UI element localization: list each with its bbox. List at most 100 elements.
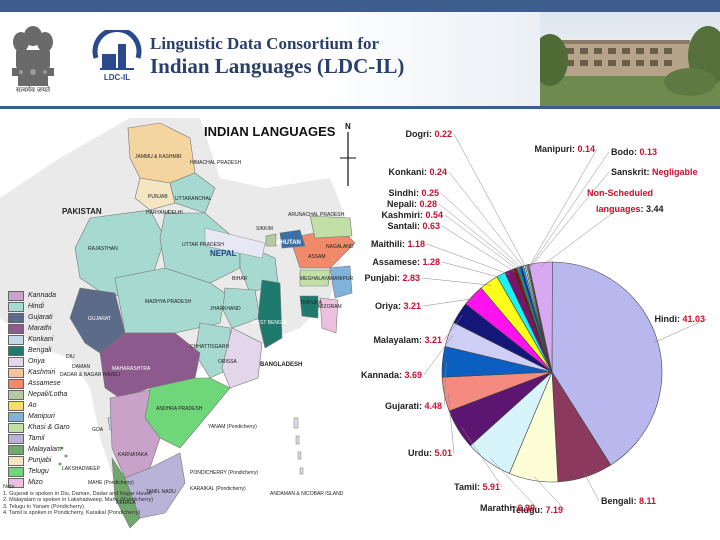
legend-swatch <box>8 367 24 378</box>
pie-label-nonscheduled-line1: Non-Scheduled <box>587 188 653 198</box>
legend-item: Punjabi <box>8 455 51 466</box>
map-title: INDIAN LANGUAGES <box>204 124 336 139</box>
pie-label-nonscheduled-line2: languages: 3.44 <box>596 204 664 214</box>
legend-label: Oriya <box>28 358 45 365</box>
label-tripura: TRIPURA <box>300 300 323 306</box>
note-line: Note <box>3 484 15 490</box>
legend-swatch <box>8 389 24 400</box>
label-daman: DAMAN <box>72 364 90 370</box>
label-diu: DIU <box>66 354 75 360</box>
legend-swatch <box>8 334 24 345</box>
leader-line <box>443 362 447 407</box>
label-manipur: MANIPUR <box>330 276 353 282</box>
top-bar <box>0 0 720 12</box>
legend-swatch <box>8 433 24 444</box>
label-jharkhand: JHARKHAND <box>210 306 241 312</box>
leader-line <box>438 203 523 271</box>
pie-label-gujarati: Gujarati: 4.48 <box>385 401 442 411</box>
leader-line <box>461 427 503 488</box>
leader-line <box>528 151 610 269</box>
leader-line <box>490 458 538 509</box>
leader-line <box>441 225 516 273</box>
pie-label-dogri: Dogri: 0.22 <box>405 129 452 139</box>
note-line: 2. Malayalam is spoken in Lakshadweep, M… <box>3 497 154 504</box>
label-nepal: NEPAL <box>210 249 237 258</box>
leader-line <box>422 298 476 307</box>
label-up: UTTAR PRADESH <box>182 242 224 248</box>
legend-label: Marathi <box>28 325 52 332</box>
legend-swatch <box>8 477 24 488</box>
legend-swatch <box>8 411 24 422</box>
label-pakistan: PAKISTAN <box>62 207 102 216</box>
national-emblem-icon <box>12 26 54 86</box>
leader-line <box>529 171 610 269</box>
leader-line <box>423 335 453 376</box>
label-ap: ANDHRA PRADESH <box>156 406 203 412</box>
legend-swatch <box>8 400 24 411</box>
label-mp: MADHYA PRADESH <box>145 299 192 305</box>
leader-line <box>448 171 526 270</box>
pie-label-manipuri: Manipuri: 0.14 <box>534 144 595 154</box>
legend-label: Gujarati <box>28 314 53 321</box>
label-kerala: KERALA <box>116 500 136 506</box>
pie-label-sanskrit: Sanskrit: Negligable <box>611 167 698 177</box>
pie-label-nepali: Nepali: 0.28 <box>387 199 437 209</box>
header-title-line2: Indian Languages (LDC-IL) <box>150 54 405 78</box>
leader-line <box>540 208 619 267</box>
legend-swatch <box>8 455 24 466</box>
label-dnh: DADAR & NAGAR HAVELI <box>60 372 120 378</box>
pie-label-hindi: Hindi: 41.03 <box>654 314 705 324</box>
label-punjab: PUNJAB <box>148 194 168 200</box>
legend-item: Manipuri <box>8 411 55 422</box>
legend-item: Malayalam <box>8 444 62 455</box>
pie-label-kashmiri: Kashmiri: 0.54 <box>381 210 443 220</box>
label-nagaland: NAGALAND <box>326 244 354 250</box>
legend-item: Konkani <box>8 334 53 345</box>
legend-item: Assamese <box>8 378 61 389</box>
legend-swatch <box>8 323 24 334</box>
legend-item: Marathi <box>8 323 51 334</box>
language-pie-chart: Hindi: 41.03 Bengali: 8.11 Telugu: 7.19Mar… <box>361 129 708 515</box>
label-hp: HIMACHAL PRADESH <box>190 160 242 166</box>
label-bihar: BIHAR <box>232 276 248 282</box>
label-meghalaya: MEGHALAYA <box>300 276 331 282</box>
label-assam: ASSAM <box>308 254 326 260</box>
label-mahe: MAHE (Pondicherry) <box>88 480 134 486</box>
pie-label-konkani: Konkani: 0.24 <box>388 167 447 177</box>
legend-swatch <box>8 345 24 356</box>
pie-label-urdu: Urdu: 5.01 <box>408 448 452 458</box>
header-title-line1: Linguistic Data Consortium for <box>150 34 380 53</box>
pie-label-santali: Santali: 0.63 <box>387 221 440 231</box>
legend-item: Kannada <box>8 290 56 301</box>
legend-label: Manipuri <box>28 413 55 420</box>
legend-item: Ao <box>8 400 37 411</box>
legend-swatch <box>8 356 24 367</box>
label-orissa: ORISSA <box>218 359 238 365</box>
legend-item: Tamil <box>8 433 44 444</box>
label-westbengal: WEST BENGAL <box>252 320 288 326</box>
label-arunachal: ARUNACHAL PRADESH <box>288 212 345 218</box>
label-tamilnadu: TAMIL NADU <box>146 489 176 495</box>
legend-item: Telugu <box>8 466 49 477</box>
legend-label: Konkani <box>28 336 54 343</box>
legend-swatch <box>8 422 24 433</box>
legend-swatch <box>8 378 24 389</box>
leader-line <box>533 476 566 511</box>
legend-label: Khasi & Garo <box>28 424 70 431</box>
leader-line <box>453 133 528 270</box>
label-maharashtra: MAHARASHTRA <box>112 366 151 372</box>
label-chhattisgarh: CHHATTISGARH <box>190 344 229 350</box>
label-andaman: ANDAMAN & NICOBAR ISLAND <box>270 491 344 497</box>
pie-label-oriya: Oriya: 3.21 <box>375 301 421 311</box>
legend-swatch <box>8 312 24 323</box>
pie-label-punjabi: Punjabi: 2.83 <box>364 273 420 283</box>
pie-label-tamil: Tamil: 5.91 <box>454 482 500 492</box>
legend-swatch <box>8 466 24 477</box>
leader-line <box>583 472 600 502</box>
label-delhi: DELHI <box>168 210 183 216</box>
leader-line <box>653 318 708 343</box>
building-photo <box>540 12 720 106</box>
note-line: 1. Gujarati is spoken in Diu, Daman, Dad… <box>3 490 152 497</box>
pie-label-assamese: Assamese: 1.28 <box>372 257 440 267</box>
label-haryana: HARYANA <box>146 210 170 216</box>
